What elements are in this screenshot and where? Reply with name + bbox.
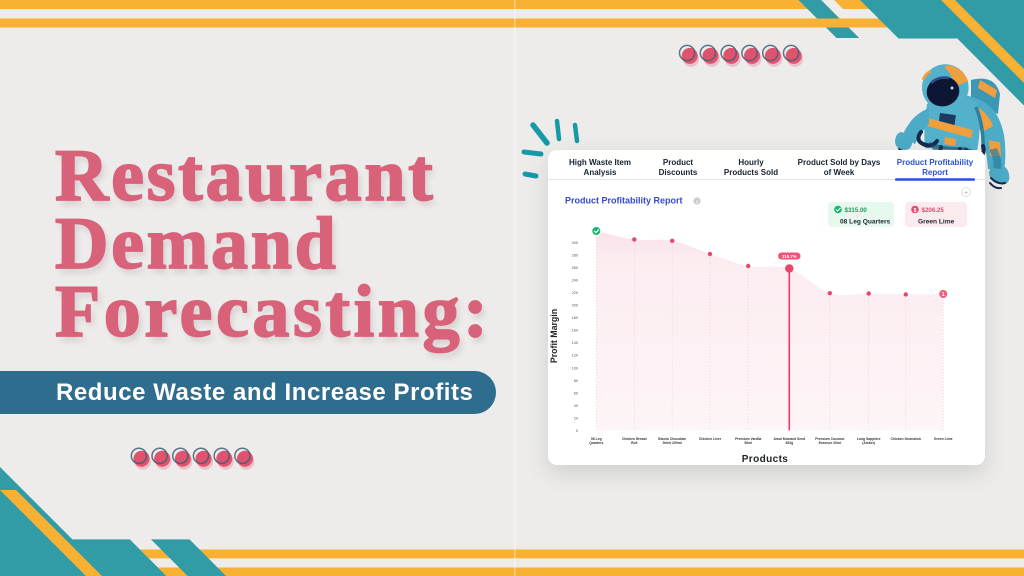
svg-text:Green Lime: Green Lime xyxy=(934,437,953,441)
svg-text:Profit Margin: Profit Margin xyxy=(549,309,559,363)
svg-text:Premium Coconut: Premium Coconut xyxy=(815,437,845,441)
svg-text:Products: Products xyxy=(742,454,789,465)
svg-text:Essence 20ml: Essence 20ml xyxy=(819,441,841,445)
svg-text:220: 220 xyxy=(572,291,578,295)
svg-text:Premium Vanilla: Premium Vanilla xyxy=(735,437,761,441)
svg-text:Chicken Breast: Chicken Breast xyxy=(622,437,648,441)
svg-text:100: 100 xyxy=(572,366,578,370)
svg-text:Chicken Drumstick: Chicken Drumstick xyxy=(890,437,921,441)
svg-text:Discounts: Discounts xyxy=(659,168,698,177)
svg-text:Chicken Liver: Chicken Liver xyxy=(699,437,722,441)
svg-text:300: 300 xyxy=(572,241,578,245)
svg-text:Roll: Roll xyxy=(631,441,637,445)
svg-text:140: 140 xyxy=(572,341,578,345)
svg-text:40: 40 xyxy=(574,404,578,408)
svg-text:160: 160 xyxy=(572,329,578,333)
svg-text:Analysis: Analysis xyxy=(584,168,617,177)
svg-text:180: 180 xyxy=(572,316,578,320)
svg-text:08 Leg: 08 Leg xyxy=(591,437,602,441)
svg-text:280: 280 xyxy=(572,253,578,257)
svg-text:400g: 400g xyxy=(785,441,793,445)
svg-text:0: 0 xyxy=(576,429,578,433)
svg-text:High Waste Item: High Waste Item xyxy=(569,158,631,167)
svg-text:Drink 200ml: Drink 200ml xyxy=(663,441,682,445)
svg-text:60: 60 xyxy=(574,391,578,395)
svg-text:$315.00: $315.00 xyxy=(845,207,868,214)
svg-text:+: + xyxy=(964,190,968,197)
svg-text:80: 80 xyxy=(574,379,578,383)
svg-text:Bisoto Chocolate: Bisoto Chocolate xyxy=(658,437,686,441)
svg-text:Green Lime: Green Lime xyxy=(918,219,955,226)
svg-text:Report: Report xyxy=(922,168,948,177)
svg-text:315.7%: 315.7% xyxy=(782,254,797,259)
svg-text:260: 260 xyxy=(572,266,578,270)
svg-text:240: 240 xyxy=(572,279,578,283)
svg-text:$206.25: $206.25 xyxy=(922,207,945,214)
svg-text:Product: Product xyxy=(663,158,694,167)
svg-text:Product Sold by Days: Product Sold by Days xyxy=(798,158,881,167)
svg-text:Product Profitability Report: Product Profitability Report xyxy=(565,196,683,206)
svg-text:(Amber): (Amber) xyxy=(862,441,875,445)
svg-text:Long Sapphire: Long Sapphire xyxy=(857,437,881,441)
svg-text:Amul Mustard Seed: Amul Mustard Seed xyxy=(773,437,805,441)
svg-text:Quarters: Quarters xyxy=(589,441,603,445)
svg-text:Product Profitability: Product Profitability xyxy=(897,158,974,167)
svg-text:20: 20 xyxy=(574,416,578,420)
svg-text:Hourly: Hourly xyxy=(738,158,764,167)
svg-text:08 Leg Quarters: 08 Leg Quarters xyxy=(840,219,891,226)
svg-text:Products Sold: Products Sold xyxy=(724,168,778,177)
svg-text:200: 200 xyxy=(572,304,578,308)
svg-text:of Week: of Week xyxy=(824,168,855,177)
svg-text:1: 1 xyxy=(942,292,945,298)
svg-text:$: $ xyxy=(914,208,917,214)
svg-text:i: i xyxy=(696,199,698,205)
svg-text:120: 120 xyxy=(572,354,578,358)
svg-text:50ml: 50ml xyxy=(744,441,752,445)
